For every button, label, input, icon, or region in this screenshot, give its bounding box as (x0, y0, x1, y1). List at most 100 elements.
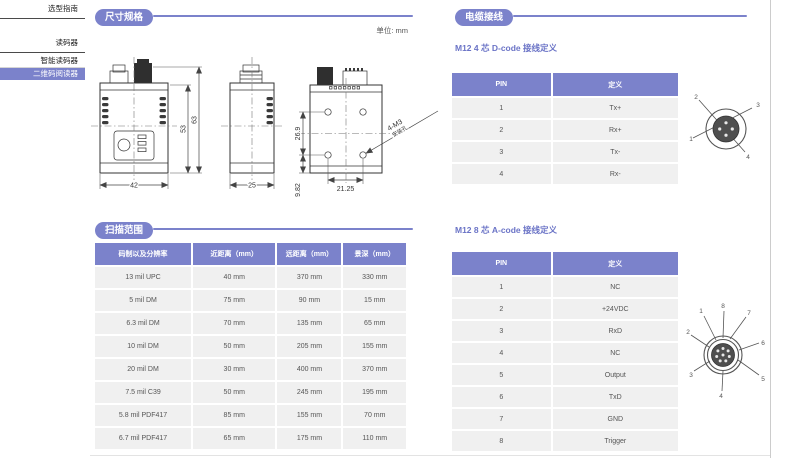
column-header: 定义 (552, 73, 678, 96)
table-row: 20 mil DM 30 mm 400 mm 370 mm (95, 359, 407, 380)
table-cell: 20 mil DM (95, 359, 192, 380)
acode-pin-label: 5 (761, 376, 765, 383)
table-cell: 90 mm (277, 290, 342, 311)
table-cell: 7 (452, 409, 551, 429)
column-header: 景深（mm） (343, 243, 407, 265)
table-cell: 330 mm (343, 267, 407, 288)
table-cell: 110 mm (343, 428, 407, 449)
table-cell: 4 (452, 164, 551, 184)
dim-front-height-inner: 53 (181, 125, 188, 133)
table-cell: Rx+ (552, 120, 678, 140)
table-cell: 50 mm (193, 382, 276, 403)
dcode-subtitle: M12 4 芯 D-code 接线定义 (455, 43, 558, 53)
table-row: 6.3 mil DM 70 mm 135 mm 65 mm (95, 313, 407, 334)
acode-pin-label: 1 (699, 308, 703, 315)
table-cell: 5.8 mil PDF417 (95, 405, 192, 426)
table-cell: 245 mm (277, 382, 342, 403)
acode-pin-label: 3 (689, 372, 693, 379)
table-row: 2 Rx+ (452, 120, 678, 140)
dcode-pin-label: 3 (756, 102, 760, 109)
column-header: PIN (452, 73, 551, 96)
dimension-drawings: 42 53 63 (91, 57, 439, 198)
table-row: 6.7 mil PDF417 65 mm 175 mm 110 mm (95, 428, 407, 449)
dcode-pin-label: 2 (694, 94, 698, 101)
sidebar-item-selection-guide[interactable]: 选型指南 (48, 4, 78, 13)
louvers-right (159, 97, 166, 125)
acode-pin-label: 7 (747, 310, 751, 317)
table-cell: 7.5 mil C39 (95, 382, 192, 403)
table-cell: 195 mm (343, 382, 407, 403)
table-row: 7.5 mil C39 50 mm 245 mm 195 mm (95, 382, 407, 403)
table-cell: 30 mm (193, 359, 276, 380)
sidebar-item-code-reader[interactable]: 读码器 (55, 38, 79, 47)
table-cell: 85 mm (193, 405, 276, 426)
table-cell: 75 mm (193, 290, 276, 311)
louvers-left (102, 97, 109, 125)
column-header: PIN (452, 252, 551, 275)
table-cell: 50 mm (193, 336, 276, 357)
table-body: 1 Tx+ 2 Rx+ 3 Tx- 4 Rx- (452, 98, 678, 184)
sidebar-divider (0, 67, 85, 68)
table-cell: Rx- (552, 164, 678, 184)
table-cell: 135 mm (277, 313, 342, 334)
dcode-pin-table: PIN 定义 1 Tx+ 2 Rx+ 3 Tx- 4 Rx- (452, 73, 678, 186)
section-title-cable-wiring: 电缆接线 (455, 9, 514, 26)
acode-subtitle: M12 8 芯 A-code 接线定义 (455, 225, 558, 235)
acode-pin-table: PIN 定义 1 NC 2 +24VDC 3 RxD 4 NC 5 Output 6 TxD 7 GND 8 T… (452, 252, 678, 453)
table-cell: 1 (452, 98, 551, 118)
dcode-pin-label: 1 (689, 136, 693, 143)
table-cell: 15 mm (343, 290, 407, 311)
table-cell: 2 (452, 120, 551, 140)
side-view-drawing: 25 (221, 57, 283, 191)
section-rule (153, 227, 413, 231)
column-header: 定义 (552, 252, 678, 275)
table-cell: 4 (452, 343, 551, 363)
table-row: 4 Rx- (452, 164, 678, 184)
sidebar: 选型指南 读码器 智能读码器 二维码阅读器 (0, 0, 85, 458)
dim-back-hole-spacing-h: 21.25 (337, 186, 355, 193)
table-cell: 400 mm (277, 359, 342, 380)
table-cell: 370 mm (277, 267, 342, 288)
column-header: 远距离（mm） (277, 243, 342, 265)
table-cell: Output (552, 365, 678, 385)
section-title-dimensions: 尺寸规格 (95, 9, 154, 26)
table-cell: NC (552, 343, 678, 363)
table-row: 8 Trigger (452, 431, 678, 451)
table-row: 6 TxD (452, 387, 678, 407)
table-cell: Tx- (552, 142, 678, 162)
page-bottom-rule (90, 455, 770, 456)
table-body: 13 mil UPC 40 mm 370 mm 330 mm 5 mil DM 75 mm… (95, 267, 407, 449)
table-cell: 155 mm (277, 405, 342, 426)
table-cell: Trigger (552, 431, 678, 451)
section-rule (153, 14, 413, 18)
table-cell: 3 (452, 142, 551, 162)
table-cell: 70 mm (193, 313, 276, 334)
table-cell: 1 (452, 277, 551, 297)
table-row: 5 mil DM 75 mm 90 mm 15 mm (95, 290, 407, 311)
louvers-side (266, 97, 273, 125)
table-body: 1 NC 2 +24VDC 3 RxD 4 NC 5 Output 6 TxD 7 GND 8 Trigger (452, 277, 678, 451)
table-row: 5 Output (452, 365, 678, 385)
table-header-row: PIN 定义 (452, 73, 678, 96)
column-header: 近距离（mm） (193, 243, 276, 265)
sidebar-item-2d-code-reader[interactable]: 二维码阅读器 (0, 68, 85, 80)
table-cell: 6.3 mil DM (95, 313, 192, 334)
table-header-row: PIN 定义 (452, 252, 678, 275)
dcode-pin-label: 4 (746, 154, 750, 161)
table-row: 5.8 mil PDF417 85 mm 155 mm 70 mm (95, 405, 407, 426)
table-row: 7 GND (452, 409, 678, 429)
table-row: 1 NC (452, 277, 678, 297)
sidebar-item-smart-code-reader[interactable]: 智能读码器 (40, 56, 79, 65)
table-cell: 10 mil DM (95, 336, 192, 357)
table-cell: 65 mm (343, 313, 407, 334)
table-cell: 70 mm (343, 405, 407, 426)
dim-side-width: 25 (248, 183, 256, 190)
table-cell: 6 (452, 387, 551, 407)
acode-pin-label: 2 (686, 329, 690, 336)
sidebar-divider (0, 18, 85, 19)
dim-front-width: 42 (130, 183, 138, 190)
vent-dots (329, 86, 360, 90)
table-cell: 3 (452, 321, 551, 341)
table-cell: 205 mm (277, 336, 342, 357)
